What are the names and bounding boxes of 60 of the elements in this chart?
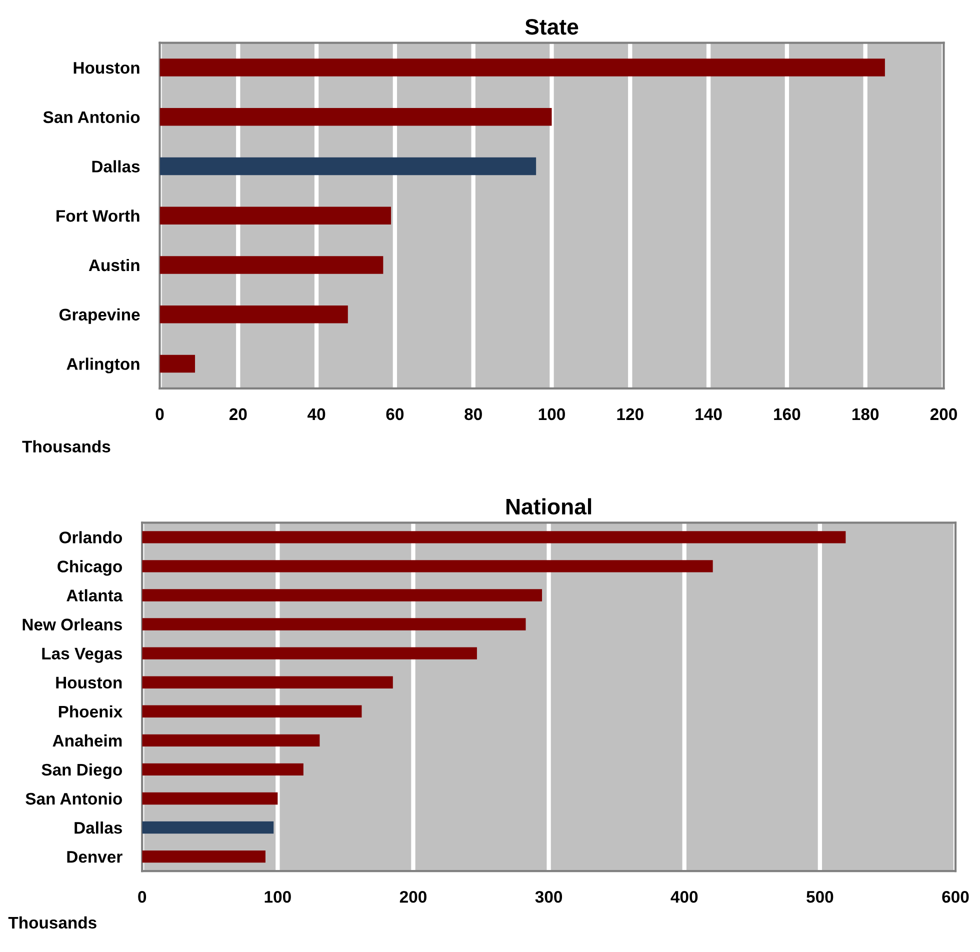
- y-tick-label: Denver: [67, 851, 122, 863]
- y-tick-label: Grapevine: [59, 308, 140, 324]
- y-tick-label: Dallas: [92, 160, 140, 172]
- bar: [142, 589, 542, 602]
- bar: [142, 560, 713, 572]
- x-axis-title: Thousands: [8, 916, 96, 929]
- bar: [142, 763, 304, 776]
- y-tick-label: San Antonio: [26, 792, 122, 805]
- bar: [142, 821, 274, 834]
- bar: [142, 647, 477, 660]
- y-tick-label: Orlando: [59, 531, 122, 544]
- bar: [160, 354, 196, 373]
- y-tick-label: Chicago: [58, 560, 122, 576]
- y-tick-label: Arlington: [66, 358, 140, 374]
- y-tick-label: San Diego: [42, 763, 122, 780]
- chart-title: State: [525, 18, 578, 35]
- x-tick-label: 80: [464, 408, 482, 420]
- bar: [142, 850, 266, 863]
- bar: [160, 206, 392, 225]
- bar: [160, 256, 384, 274]
- y-tick-label: Austin: [88, 258, 140, 272]
- x-tick-label: 180: [852, 408, 879, 420]
- y-tick-label: Houston: [56, 676, 122, 689]
- x-tick-label: 160: [774, 408, 800, 420]
- x-tick-label: 0: [138, 890, 146, 903]
- bar: [160, 157, 536, 176]
- x-tick-label: 100: [538, 408, 565, 420]
- bar: [142, 792, 278, 805]
- x-tick-label: 20: [229, 408, 247, 420]
- y-tick-label: Phoenix: [58, 705, 123, 718]
- x-tick-label: 400: [670, 890, 698, 903]
- y-tick-label: Las Vegas: [42, 648, 122, 663]
- bar: [142, 705, 362, 718]
- y-tick-label: Dallas: [74, 821, 122, 834]
- x-tick-label: 60: [386, 408, 404, 420]
- x-tick-label: 140: [696, 408, 722, 420]
- x-axis-title: Thousands: [22, 440, 110, 452]
- bar: [142, 734, 320, 747]
- y-tick-label: Houston: [74, 62, 140, 74]
- y-tick-label: San Antonio: [43, 110, 140, 124]
- bar: [142, 676, 393, 688]
- y-tick-label: Atlanta: [66, 589, 123, 602]
- x-tick-label: 600: [942, 890, 969, 903]
- bar: [160, 305, 348, 324]
- x-tick-label: 500: [806, 890, 834, 903]
- x-tick-label: 300: [535, 890, 562, 903]
- x-tick-label: 40: [308, 408, 326, 420]
- x-tick-label: 100: [264, 890, 291, 903]
- y-tick-label: Anaheim: [52, 734, 122, 747]
- x-tick-label: 120: [617, 408, 644, 420]
- bar: [160, 58, 885, 76]
- x-tick-label: 200: [930, 408, 957, 420]
- bar: [142, 531, 846, 544]
- chart-title: National: [506, 498, 592, 515]
- bar: [160, 108, 552, 126]
- y-tick-label: New Orleans: [22, 618, 122, 630]
- y-tick-label: Fort Worth: [56, 210, 140, 222]
- bar: [142, 618, 526, 630]
- x-tick-label: 0: [156, 408, 164, 420]
- x-tick-label: 200: [400, 890, 426, 903]
